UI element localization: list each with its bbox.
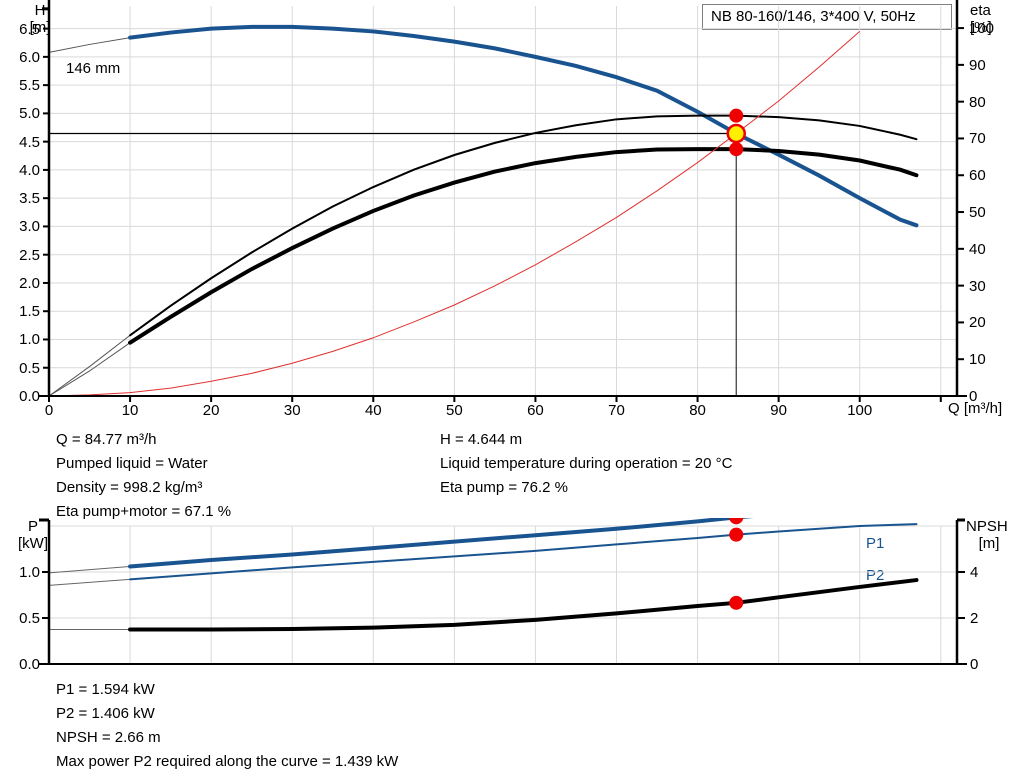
bottom-chart-y-right-unit: [m] xyxy=(978,535,1000,552)
tick-label: 30 xyxy=(969,277,986,295)
duty-point-info-line: Liquid temperature during operation = 20… xyxy=(440,455,733,472)
power-info-line: Max power P2 required along the curve = … xyxy=(56,753,399,770)
bottom-chart-y-left-caption: P [kW] xyxy=(10,518,56,552)
tick-label: 90 xyxy=(770,402,787,419)
tick-label: 1.0 xyxy=(19,331,40,349)
tick-label: 3.0 xyxy=(19,218,40,236)
tick-label: 90 xyxy=(969,56,986,74)
tick-label: 70 xyxy=(608,402,625,419)
bottom-chart-y-right-caption: NPSH [m] xyxy=(966,518,1024,552)
top-chart-y-right-caption: eta [%] xyxy=(970,2,1024,36)
power-info-line: P1 = 1.594 kW xyxy=(56,681,155,698)
head-efficiency-plot xyxy=(39,0,967,402)
tick-label: 80 xyxy=(689,402,706,419)
duty-point-p2-marker xyxy=(729,527,744,542)
tick-label: 0 xyxy=(44,402,54,419)
tick-label: 6.5 xyxy=(19,20,40,38)
tick-label: 10 xyxy=(121,402,139,419)
duty-point-marker xyxy=(726,123,746,144)
p2-curve xyxy=(129,523,918,581)
top-chart-y-left-label: H xyxy=(34,2,46,19)
eta-pump-curve-leadin xyxy=(48,334,131,397)
duty-point-info-line: Density = 998.2 kg/m³ xyxy=(56,479,203,496)
top-chart-y-right-label: eta xyxy=(970,2,991,19)
tick-label: 0.5 xyxy=(19,610,40,627)
tick-label: 20 xyxy=(969,314,986,332)
p1-curve-leadin xyxy=(48,565,131,574)
series-label-p1: P1 xyxy=(866,535,885,552)
head-curve xyxy=(128,24,919,228)
eta-pump-motor-curve-leadin xyxy=(48,342,131,397)
top-chart-y-right-unit: [%] xyxy=(970,19,992,36)
tick-label: 0.0 xyxy=(19,656,40,673)
duty-point-info-line: Eta pump+motor = 67.1 % xyxy=(56,503,232,520)
power-info-block: P1 = 1.594 kW P2 = 1.406 kW NPSH = 2.66 m M… xyxy=(56,678,398,774)
duty-point-info-line: Pumped liquid = Water xyxy=(56,455,208,472)
tick-label: 5.5 xyxy=(19,77,40,95)
top-chart-y-left-caption: H [m] xyxy=(20,2,60,36)
duty-point-info-right: H = 4.644 m Liquid temperature during ope… xyxy=(440,428,732,500)
tick-label: 70 xyxy=(969,130,986,148)
page-title: NB 80-160/146, 3*400 V, 50Hz xyxy=(711,8,916,25)
tick-label: 10 xyxy=(969,351,986,369)
tick-label: 100 xyxy=(969,20,995,38)
tick-label: 50 xyxy=(446,402,463,419)
top-chart-x-title: Q [m³/h] xyxy=(948,400,1003,417)
p2-curve-leadin xyxy=(48,578,131,586)
tick-label: 0.5 xyxy=(19,359,40,377)
duty-point-info-line: Eta pump = 76.2 % xyxy=(440,479,568,496)
tick-label: 40 xyxy=(969,240,986,258)
top-chart-y-left-unit: [m] xyxy=(29,19,51,36)
duty-point-info-line: Q = 84.77 m³/h xyxy=(56,431,157,448)
duty-point-npsh-marker xyxy=(729,595,744,610)
power-npsh-plot xyxy=(39,518,967,665)
tick-label: 80 xyxy=(969,93,986,111)
duty-point-eta-pump-motor-marker xyxy=(729,142,744,157)
eta-pump-motor-curve xyxy=(128,147,919,345)
tick-label: 0.0 xyxy=(19,388,40,405)
bottom-chart-y-left-label: P xyxy=(27,518,38,535)
duty-point-eta-pump-marker xyxy=(729,108,744,123)
tick-label: 4.0 xyxy=(19,161,40,179)
duty-point-info-line: H = 4.644 m xyxy=(440,431,523,448)
head-efficiency-chart: H [m] eta [%] NB 80-160/146, 3*400 V, 50… xyxy=(19,0,1024,419)
tick-label: 4 xyxy=(970,564,979,581)
tick-label: 4.5 xyxy=(19,133,40,151)
tick-label: 2 xyxy=(970,610,979,627)
duty-point-info-left: Q = 84.77 m³/h Pumped liquid = Water Densi… xyxy=(56,428,231,524)
tick-label: 1.0 xyxy=(19,564,40,581)
tick-label: 0 xyxy=(970,656,979,673)
head-curve-leadin xyxy=(48,37,131,53)
tick-label: 0 xyxy=(969,388,978,405)
power-info-line: P2 = 1.406 kW xyxy=(56,705,155,722)
tick-label: 20 xyxy=(202,402,220,419)
tick-label: 2.5 xyxy=(19,246,40,264)
tick-label: 2.0 xyxy=(19,274,40,292)
tick-label: 50 xyxy=(969,204,986,222)
tick-label: 60 xyxy=(969,167,986,185)
npsh-curve xyxy=(128,578,919,632)
bottom-chart-y-left-unit: [kW] xyxy=(18,535,48,552)
eta-pump-curve xyxy=(129,114,918,337)
tick-label: 100 xyxy=(847,402,873,419)
tick-label: 60 xyxy=(527,402,544,419)
tick-label: 3.5 xyxy=(19,190,40,208)
duty-point-p1-marker xyxy=(729,518,744,525)
tick-label: 30 xyxy=(283,402,301,419)
tick-label: 5.0 xyxy=(19,105,40,123)
impeller-diameter-label: 146 mm xyxy=(66,60,121,77)
tick-label: 6.0 xyxy=(19,48,40,66)
system-curve xyxy=(48,31,861,397)
p1-curve xyxy=(128,518,754,569)
tick-label: 1.5 xyxy=(19,303,40,321)
power-info-line: NPSH = 2.66 m xyxy=(56,729,161,746)
tick-label: 40 xyxy=(364,402,382,419)
bottom-chart-y-right-label: NPSH xyxy=(966,518,1008,535)
chart-title-box: NB 80-160/146, 3*400 V, 50Hz xyxy=(702,4,952,30)
